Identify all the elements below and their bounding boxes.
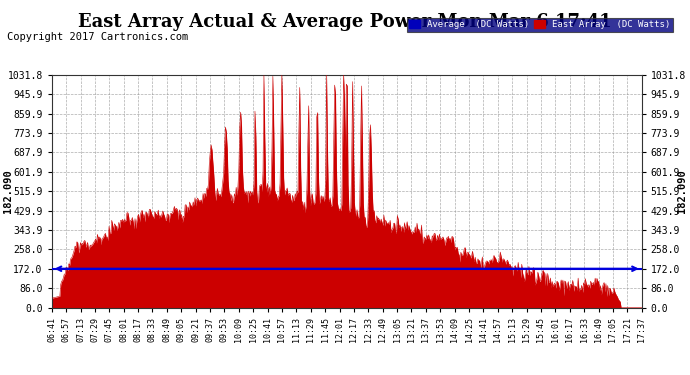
Text: 182.090: 182.090	[677, 170, 687, 213]
Text: 182.090: 182.090	[3, 170, 13, 213]
Legend: Average  (DC Watts), East Array  (DC Watts): Average (DC Watts), East Array (DC Watts…	[406, 18, 673, 32]
Text: Copyright 2017 Cartronics.com: Copyright 2017 Cartronics.com	[7, 32, 188, 42]
Text: East Array Actual & Average Power Mon Mar 6 17:41: East Array Actual & Average Power Mon Ma…	[78, 13, 612, 31]
